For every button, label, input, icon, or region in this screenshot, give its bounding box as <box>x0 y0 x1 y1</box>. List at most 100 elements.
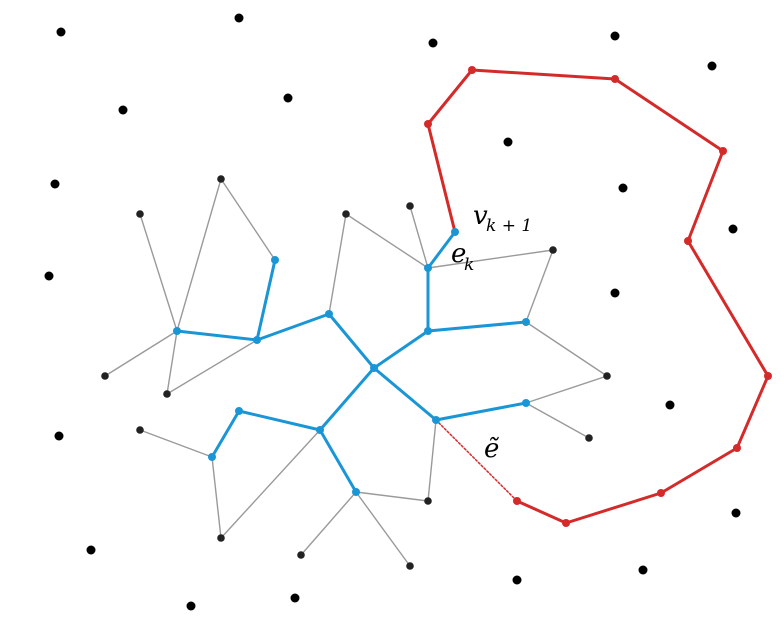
edge-label-subscript: k <box>464 255 474 275</box>
vertex-label-subscript: k + 1 <box>486 216 532 236</box>
isolated-point <box>618 183 628 193</box>
gray-edge <box>104 330 178 377</box>
gray-edge <box>355 491 429 502</box>
path-node <box>611 75 619 83</box>
path-node <box>424 120 432 128</box>
gray-edge <box>176 178 222 332</box>
tree-node <box>173 327 181 335</box>
path-edge <box>426 122 457 234</box>
tree-edge <box>175 329 259 342</box>
points <box>44 13 772 611</box>
path-node <box>764 372 772 380</box>
tree-node <box>253 336 261 344</box>
gray-node <box>101 372 109 380</box>
gray-node <box>217 175 225 183</box>
path-edge <box>613 77 725 153</box>
vertex-label-v: v <box>473 201 488 231</box>
path-edge <box>659 446 739 495</box>
gray-node <box>136 426 144 434</box>
path-edge <box>686 239 770 378</box>
blue-tree-edges <box>175 230 528 494</box>
gray-node <box>406 202 414 210</box>
gray-edges <box>104 178 608 567</box>
isolated-point <box>707 61 717 71</box>
path-edge <box>686 149 725 243</box>
gray-node <box>585 434 593 442</box>
tree-node <box>451 228 459 236</box>
path-edge <box>735 374 770 450</box>
dotted-connector-edge <box>435 419 518 502</box>
gray-node <box>163 390 171 398</box>
isolated-point <box>665 400 675 410</box>
red-path-edges <box>426 68 770 525</box>
tree-node <box>424 327 432 335</box>
isolated-point <box>428 38 438 48</box>
tree-node <box>424 264 432 272</box>
gray-edge <box>139 213 178 332</box>
tree-node <box>352 488 360 496</box>
gray-node <box>342 210 350 218</box>
gray-node <box>406 562 414 570</box>
tree-node <box>235 407 243 415</box>
path-edge <box>470 68 617 81</box>
gray-edge <box>328 213 347 315</box>
gray-edge <box>345 213 429 269</box>
gray-edge <box>220 178 276 261</box>
isolated-point <box>503 137 513 147</box>
isolated-point <box>56 27 66 37</box>
path-node <box>562 519 570 527</box>
tree-edge <box>426 320 528 333</box>
tree-node <box>271 256 279 264</box>
path-edge <box>426 68 474 126</box>
tree-edge <box>237 409 322 432</box>
tree-edge <box>372 329 430 370</box>
gray-edge <box>427 419 437 502</box>
tree-edge <box>327 312 376 370</box>
path-node <box>733 444 741 452</box>
gray-node <box>136 210 144 218</box>
tree-edge <box>255 258 277 342</box>
path-edge <box>515 499 568 525</box>
isolated-point <box>731 508 741 518</box>
gray-edge <box>525 249 554 323</box>
gray-edge <box>166 339 258 395</box>
gray-edge <box>409 205 429 269</box>
isolated-point <box>44 271 54 281</box>
path-node <box>684 237 692 245</box>
isolated-point <box>290 593 300 603</box>
gray-node <box>549 246 557 254</box>
isolated-point <box>234 13 244 23</box>
gray-node <box>217 534 225 542</box>
tree-node <box>208 453 216 461</box>
tree-node <box>370 364 378 372</box>
path-node <box>513 497 521 505</box>
gray-node <box>603 372 611 380</box>
dotted-edge <box>435 419 518 502</box>
isolated-point <box>610 288 620 298</box>
path-node <box>657 489 665 497</box>
tree-edge <box>318 366 376 432</box>
isolated-point <box>86 545 96 555</box>
tree-node <box>316 426 324 434</box>
gray-edge <box>211 456 222 539</box>
tree-node <box>522 399 530 407</box>
isolated-point <box>512 575 522 585</box>
gray-edge <box>525 321 608 377</box>
isolated-point <box>610 31 620 41</box>
path-node <box>719 147 727 155</box>
tree-edge <box>426 230 457 270</box>
isolated-point <box>50 179 60 189</box>
isolated-point <box>638 565 648 575</box>
edge-label-e: e <box>451 239 466 269</box>
tree-node <box>325 310 333 318</box>
path-node <box>468 66 476 74</box>
path-edge <box>564 491 663 525</box>
gray-edge <box>300 491 357 556</box>
gray-edge <box>139 429 213 458</box>
isolated-point <box>118 105 128 115</box>
tree-edge <box>318 428 358 494</box>
tree-node <box>432 416 440 424</box>
tree-edge <box>434 401 528 422</box>
gray-node <box>424 497 432 505</box>
